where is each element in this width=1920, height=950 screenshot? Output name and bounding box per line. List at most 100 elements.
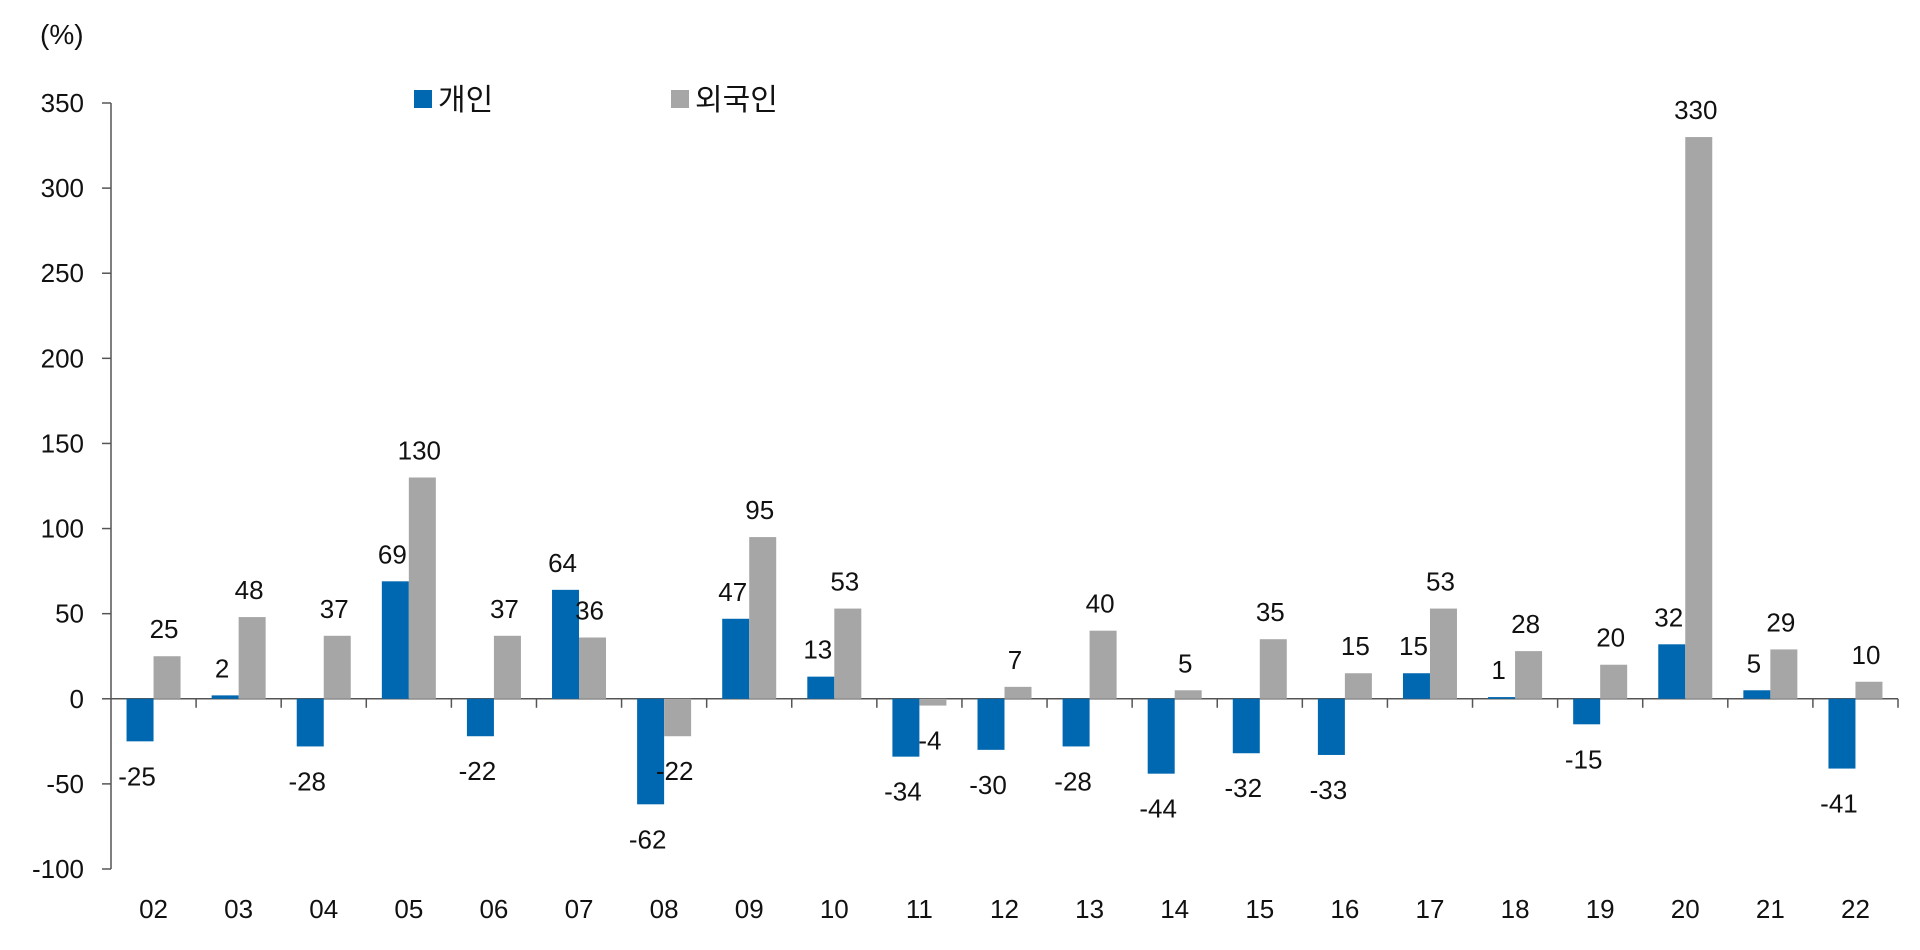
bar-individual	[552, 589, 580, 699]
data-label: 2	[215, 653, 229, 683]
bar-foreign	[408, 477, 436, 699]
data-label: 15	[1399, 631, 1428, 661]
bar-individual	[1317, 698, 1345, 755]
data-label: -28	[1054, 766, 1092, 796]
data-label: -34	[884, 777, 922, 807]
data-label: -22	[459, 756, 497, 786]
data-label: 53	[830, 567, 859, 597]
bar-foreign	[1600, 664, 1628, 699]
bar-individual	[892, 698, 920, 757]
bar-individual	[1062, 698, 1090, 747]
bar-individual	[1743, 690, 1771, 699]
bar-foreign	[1004, 686, 1032, 699]
data-label: 69	[378, 539, 407, 569]
bar-individual	[211, 695, 239, 699]
bar-individual	[977, 698, 1005, 750]
y-tick-label: -100	[32, 854, 84, 884]
x-tick-label: 21	[1756, 894, 1785, 924]
data-label: 25	[150, 614, 179, 644]
x-tick-label: 03	[224, 894, 253, 924]
bar-individual	[637, 698, 665, 805]
bar-foreign	[1515, 651, 1543, 699]
x-tick-label: 05	[394, 894, 423, 924]
data-label: -44	[1139, 794, 1177, 824]
bar-individual	[1658, 644, 1686, 699]
data-label: 28	[1511, 609, 1540, 639]
data-label: 5	[1178, 648, 1192, 678]
bar-individual	[1402, 673, 1430, 699]
data-label: 47	[718, 577, 747, 607]
data-label: -41	[1820, 789, 1858, 819]
bar-individual	[126, 698, 154, 742]
x-tick-label: 09	[735, 894, 764, 924]
bar-foreign	[834, 608, 862, 699]
data-label: 5	[1747, 648, 1761, 678]
data-label: 95	[745, 495, 774, 525]
data-label: 37	[490, 594, 519, 624]
x-tick-label: 07	[565, 894, 594, 924]
data-label: 48	[235, 575, 264, 605]
x-tick-label: 13	[1075, 894, 1104, 924]
x-tick-label: 19	[1586, 894, 1615, 924]
data-label: 1	[1491, 655, 1505, 685]
bar-foreign	[664, 698, 692, 737]
bar-foreign	[153, 656, 181, 699]
bar-individual	[722, 618, 750, 699]
y-tick-label: 100	[41, 514, 84, 544]
y-tick-label: 50	[55, 599, 84, 629]
bar-foreign	[1344, 673, 1372, 699]
bar-individual	[296, 698, 324, 747]
y-axis: 350 300 250 200 150 100 50 0 -50 -100	[32, 88, 112, 884]
x-tick-label: 08	[650, 894, 679, 924]
bar-foreign	[323, 635, 351, 699]
data-label: 20	[1596, 623, 1625, 653]
x-tick-label: 02	[139, 894, 168, 924]
x-tick-label: 11	[906, 894, 933, 924]
bar-foreign	[1174, 690, 1202, 699]
data-label: -32	[1224, 773, 1262, 803]
x-tick-label: 18	[1501, 894, 1530, 924]
y-tick-label: 350	[41, 88, 84, 118]
bar-individual	[1573, 698, 1601, 725]
bar-individual	[1828, 698, 1856, 769]
legend-swatch	[671, 90, 689, 108]
x-tick-label: 12	[990, 894, 1019, 924]
data-label: 35	[1256, 597, 1285, 627]
data-label: 37	[320, 594, 349, 624]
bars	[126, 137, 1883, 805]
y-tick-label: 0	[70, 684, 84, 714]
x-tick-label: 16	[1330, 894, 1359, 924]
data-label: 7	[1008, 645, 1022, 675]
x-tick-label: 06	[479, 894, 508, 924]
data-label: -62	[629, 824, 667, 854]
bar-individual	[807, 676, 835, 699]
legend: 개인 외국인	[414, 84, 778, 117]
bar-foreign	[1855, 681, 1883, 699]
data-label: 330	[1674, 95, 1717, 125]
x-tick-label: 14	[1160, 894, 1189, 924]
y-tick-label: 250	[41, 258, 84, 288]
data-label: 13	[803, 635, 832, 665]
data-label: 64	[548, 548, 577, 578]
legend-label: 외국인	[695, 84, 778, 117]
data-label: -15	[1565, 744, 1603, 774]
y-tick-label: -50	[46, 769, 84, 799]
bar-foreign	[579, 637, 607, 699]
bar-foreign	[238, 617, 266, 699]
bar-foreign	[1089, 630, 1117, 699]
data-label: 40	[1086, 589, 1115, 619]
bar-foreign	[1685, 137, 1713, 699]
bar-individual	[1232, 698, 1260, 754]
data-label: -33	[1310, 775, 1348, 805]
bar-foreign	[1429, 608, 1457, 699]
data-label: 36	[575, 595, 604, 625]
y-tick-label: 200	[41, 343, 84, 373]
data-label: -4	[918, 726, 941, 756]
legend-label: 개인	[438, 84, 493, 117]
bar-individual	[1488, 697, 1516, 699]
data-label: 15	[1341, 631, 1370, 661]
y-axis-unit-label: (%)	[40, 19, 84, 50]
x-tick-label: 17	[1416, 894, 1445, 924]
data-label: -22	[656, 756, 694, 786]
